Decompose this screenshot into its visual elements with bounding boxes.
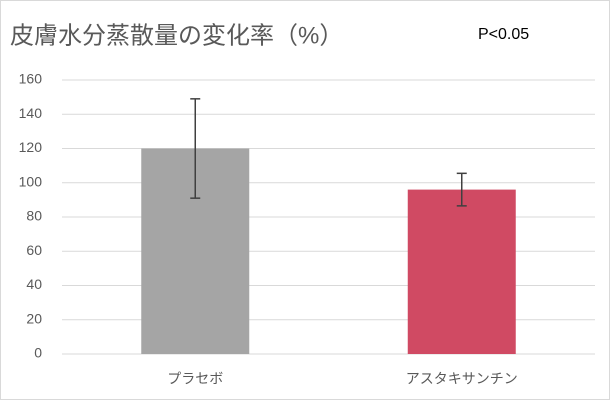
y-tick-label: 120 [19,139,43,155]
x-tick-label: アスタキサンチン [406,371,518,387]
y-tick-label: 80 [26,208,42,224]
y-tick-label: 0 [34,345,42,361]
y-tick-label: 40 [26,276,42,292]
y-tick-label: 140 [19,105,43,121]
bar [407,189,516,354]
y-tick-label: 20 [26,310,42,326]
chart-title: 皮膚水分蒸散量の変化率（%） [10,22,343,49]
y-tick-label: 60 [26,242,42,258]
error-bar [456,172,467,207]
y-tick-label: 100 [19,173,43,189]
y-tick-label: 160 [19,71,43,87]
annotation: P<0.05 [478,26,529,43]
x-tick-label: プラセボ [167,371,223,387]
error-bar [190,98,201,199]
